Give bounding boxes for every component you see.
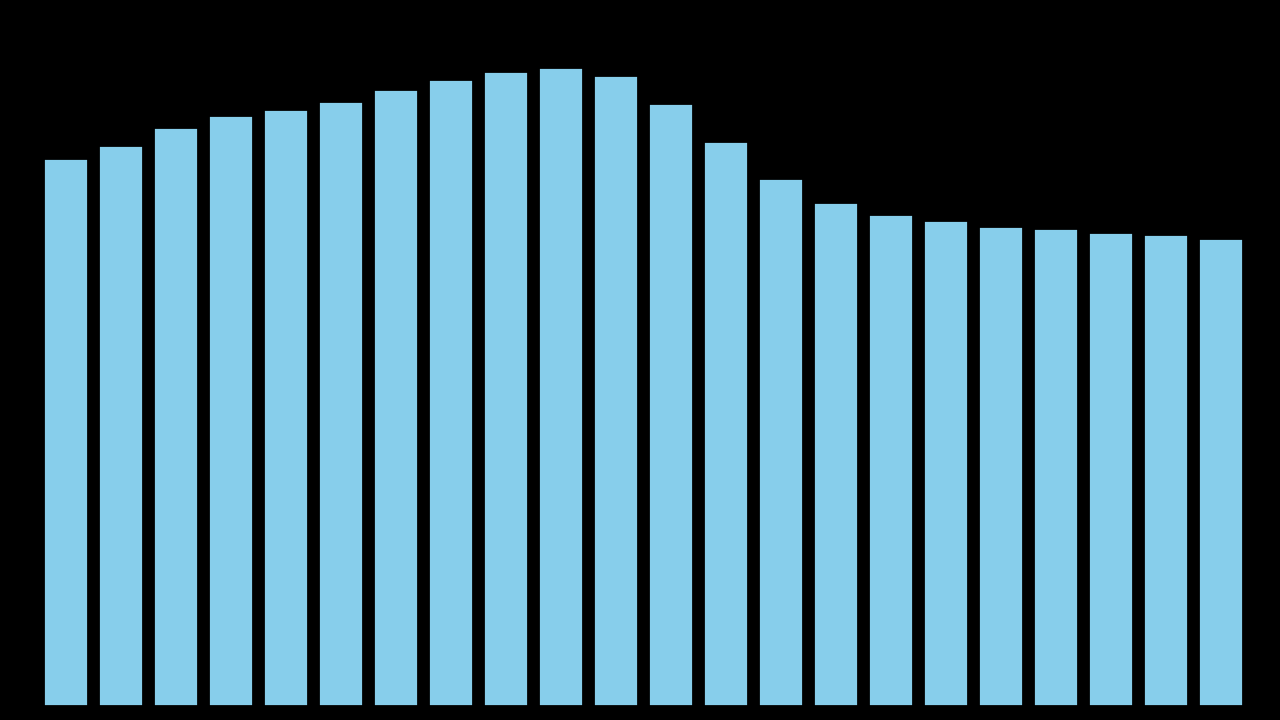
- Bar: [154, 127, 198, 706]
- Bar: [593, 75, 639, 706]
- Bar: [1088, 233, 1133, 706]
- Bar: [374, 89, 419, 706]
- Bar: [429, 78, 474, 706]
- Bar: [813, 202, 858, 706]
- Bar: [978, 226, 1023, 706]
- Bar: [99, 145, 143, 706]
- Bar: [484, 71, 529, 706]
- Bar: [703, 141, 749, 706]
- Bar: [319, 101, 364, 706]
- Bar: [923, 220, 968, 706]
- Bar: [868, 214, 913, 706]
- Bar: [44, 158, 88, 706]
- Bar: [538, 66, 584, 706]
- Bar: [758, 178, 803, 706]
- Bar: [1198, 238, 1243, 706]
- Bar: [1033, 228, 1078, 706]
- Bar: [264, 109, 308, 706]
- Bar: [1143, 235, 1188, 706]
- Bar: [209, 115, 253, 706]
- Bar: [648, 103, 694, 706]
